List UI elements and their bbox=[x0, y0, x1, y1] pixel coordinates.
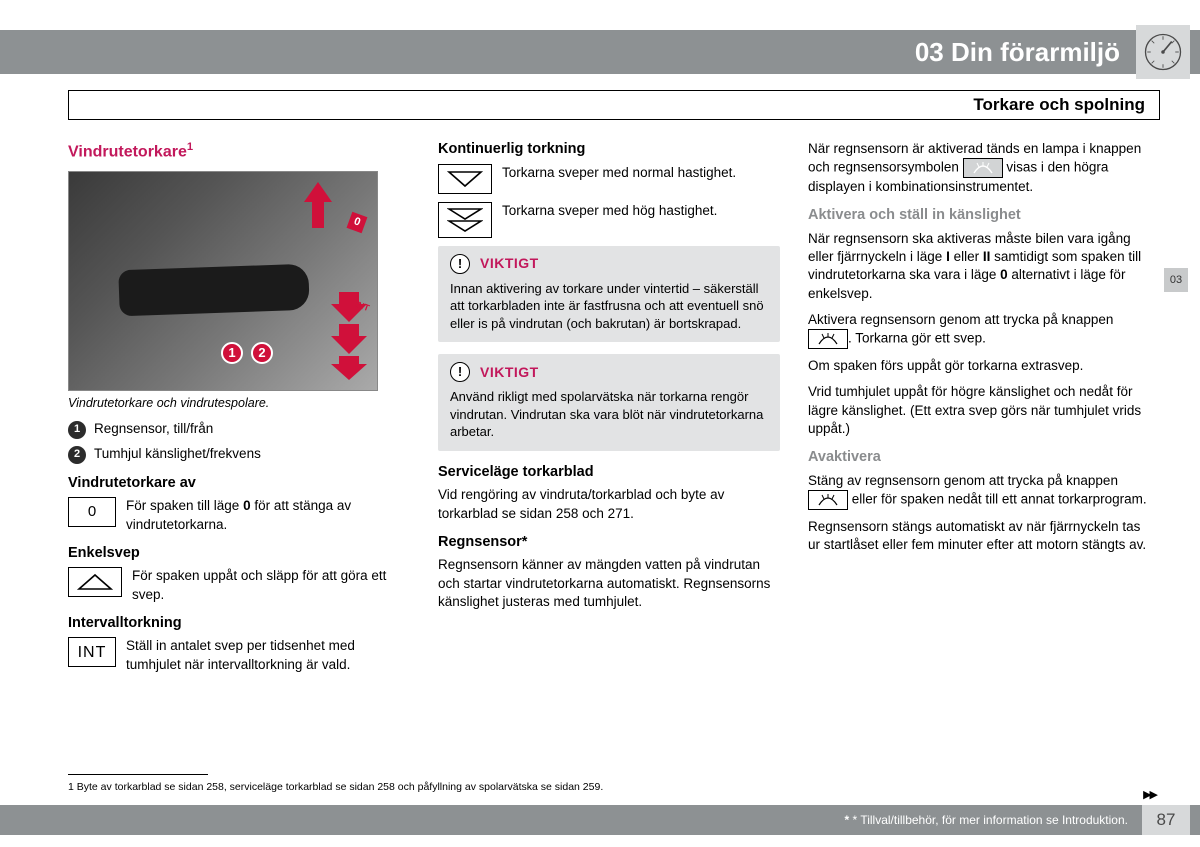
side-tab: 03 bbox=[1164, 268, 1188, 292]
sub-rain-heading: Regnsensor* bbox=[438, 533, 780, 553]
arrow-up-icon bbox=[304, 182, 344, 252]
mode-zero-icon: 0 bbox=[68, 497, 116, 527]
high-speed-icon bbox=[438, 202, 492, 238]
important-body: Innan aktivering av torkare under vinter… bbox=[450, 280, 768, 333]
section-title-bar: Torkare och spolning bbox=[68, 90, 1160, 120]
chapter-title: 03 Din förarmiljö bbox=[915, 37, 1120, 68]
important-body: Använd rikligt med spolarvätska när tork… bbox=[450, 388, 768, 441]
single-sweep-icon bbox=[68, 567, 122, 597]
cont-row-2: Torkarna sveper med hög hastighet. bbox=[438, 202, 780, 238]
sub-single-text: För spaken uppåt och släpp för att göra … bbox=[132, 567, 410, 603]
activate-p4: Vrid tumhjulet uppåt för högre känslighe… bbox=[808, 383, 1150, 438]
activate-p1: När regnsensorn ska aktiveras måste bile… bbox=[808, 230, 1150, 303]
important-callout-1: ! VIKTIGT Innan aktivering av torkare un… bbox=[438, 246, 780, 343]
continue-icon: ▶▶ bbox=[1143, 788, 1156, 801]
legend-row-1: 1 Regnsensor, till/från bbox=[68, 420, 410, 439]
sub-single-row: För spaken uppåt och släpp för att göra … bbox=[68, 567, 410, 603]
wiper-stalk-photo: 0 INT 1 2 bbox=[68, 171, 378, 391]
photo-badge-1: 1 bbox=[221, 342, 243, 364]
sub-int-text: Ställ in antalet svep per tidsenhet med … bbox=[126, 637, 410, 673]
legend-badge: 2 bbox=[68, 446, 86, 464]
chapter-icon-box bbox=[1136, 25, 1190, 79]
footnote-divider bbox=[68, 774, 208, 775]
page-number: 87 bbox=[1142, 805, 1190, 835]
activate-p2: Aktivera regnsensorn genom att trycka på… bbox=[808, 311, 1150, 349]
col3-p1: När regnsensorn är aktiverad tänds en la… bbox=[808, 140, 1150, 196]
column-2: Kontinuerlig torkning Torkarna sveper me… bbox=[438, 140, 780, 682]
legend-text: Regnsensor, till/från bbox=[94, 420, 213, 438]
deactivate-p2: Regnsensorn stängs automatiskt av när fj… bbox=[808, 518, 1150, 554]
legend-badge: 1 bbox=[68, 421, 86, 439]
content-columns: Vindrutetorkare1 0 INT 1 2 Vindrutetorka… bbox=[68, 140, 1150, 682]
sub-service-text: Vid rengöring av vindruta/torkarblad och… bbox=[438, 486, 780, 522]
rain-sensor-display-icon bbox=[963, 158, 1003, 178]
column-1: Vindrutetorkare1 0 INT 1 2 Vindrutetorka… bbox=[68, 140, 410, 682]
sub-int-heading: Intervalltorkning bbox=[68, 614, 410, 634]
important-icon: ! bbox=[450, 362, 470, 382]
important-label: VIKTIGT bbox=[480, 254, 539, 273]
sub-service-heading: Serviceläge torkarblad bbox=[438, 463, 780, 483]
section-title: Torkare och spolning bbox=[973, 95, 1145, 115]
sub-rain-text: Regnsensorn känner av mängden vatten på … bbox=[438, 556, 780, 611]
sub-off-row: 0 För spaken till läge 0 för att stänga … bbox=[68, 497, 410, 533]
col1-heading: Vindrutetorkare1 bbox=[68, 140, 410, 163]
sub-off-heading: Vindrutetorkare av bbox=[68, 474, 410, 494]
footnote-text: 1 Byte av torkarblad se sidan 258, servi… bbox=[68, 781, 603, 793]
sub-cont-heading: Kontinuerlig torkning bbox=[438, 140, 780, 160]
chapter-header: 03 Din förarmiljö bbox=[0, 30, 1200, 74]
important-label: VIKTIGT bbox=[480, 363, 539, 382]
sub-deactivate-heading: Avaktivera bbox=[808, 448, 1150, 468]
int-mode-icon: INT bbox=[68, 637, 116, 667]
legend-text: Tumhjul känslighet/frekvens bbox=[94, 445, 261, 463]
rain-sensor-button-icon bbox=[808, 490, 848, 510]
deactivate-p1: Stäng av regnsensorn genom att trycka på… bbox=[808, 472, 1150, 510]
legend-row-2: 2 Tumhjul känslighet/frekvens bbox=[68, 445, 410, 464]
cont-row-1: Torkarna sveper med normal hastighet. bbox=[438, 164, 780, 194]
photo-caption: Vindrutetorkare och vindrutespolare. bbox=[68, 395, 410, 412]
activate-p3: Om spaken förs uppåt gör torkarna extras… bbox=[808, 357, 1150, 375]
sub-int-row: INT Ställ in antalet svep per tidsenhet … bbox=[68, 637, 410, 673]
gauge-icon bbox=[1142, 31, 1184, 73]
sub-single-heading: Enkelsvep bbox=[68, 544, 410, 564]
rain-sensor-button-icon bbox=[808, 329, 848, 349]
important-callout-2: ! VIKTIGT Använd rikligt med spolarvätsk… bbox=[438, 354, 780, 451]
cont-row1-text: Torkarna sveper med normal hastighet. bbox=[502, 164, 736, 182]
important-icon: ! bbox=[450, 254, 470, 274]
footer-text: * * Tillval/tillbehör, för mer informati… bbox=[845, 813, 1128, 827]
photo-badge-2: 2 bbox=[251, 342, 273, 364]
sub-off-text: För spaken till läge 0 för att stänga av… bbox=[126, 497, 410, 533]
column-3: När regnsensorn är aktiverad tänds en la… bbox=[808, 140, 1150, 682]
normal-speed-icon bbox=[438, 164, 492, 194]
footer-bar: * * Tillval/tillbehör, för mer informati… bbox=[0, 805, 1200, 835]
label-zero: 0 bbox=[347, 212, 368, 233]
cont-row2-text: Torkarna sveper med hög hastighet. bbox=[502, 202, 717, 220]
sub-activate-heading: Aktivera och ställ in känslighet bbox=[808, 206, 1150, 226]
